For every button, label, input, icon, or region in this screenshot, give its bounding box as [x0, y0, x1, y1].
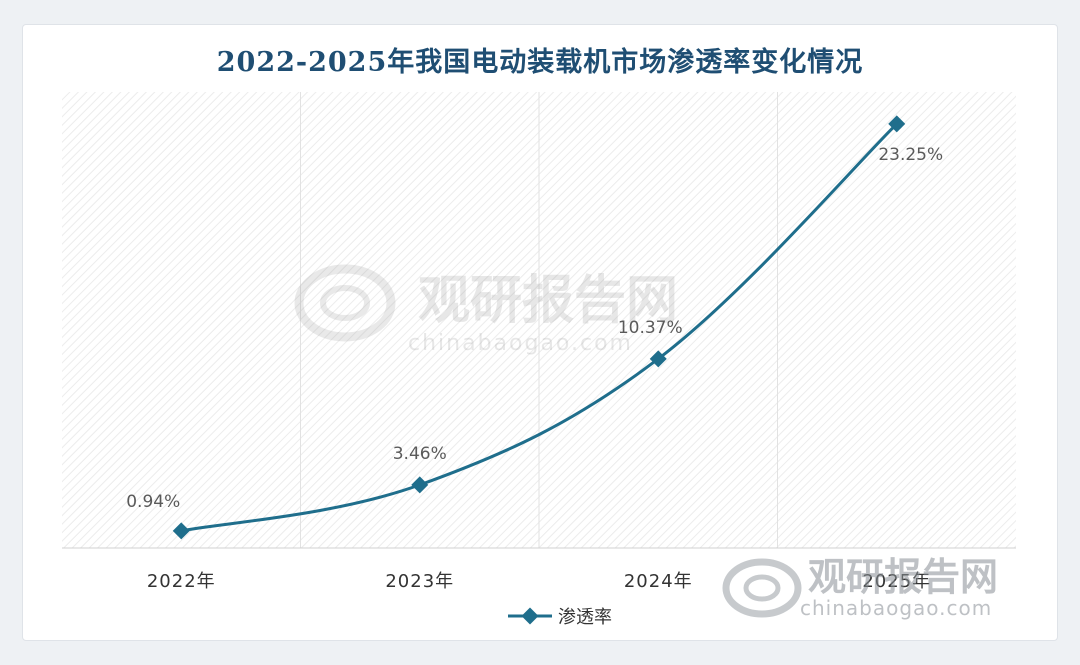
data-point-marker — [172, 522, 190, 540]
corner-watermark-brand: 观研报告网 — [808, 555, 998, 599]
data-label: 10.37% — [618, 318, 683, 338]
legend-swatch-marker — [521, 607, 539, 625]
x-tick-label: 2024年 — [624, 571, 693, 592]
chart-title: 2022-2025年我国电动装载机市场渗透率变化情况 — [216, 47, 864, 78]
data-point-marker — [888, 115, 906, 133]
grid-lines — [300, 92, 778, 548]
data-point-marker — [649, 350, 667, 368]
x-tick-label: 2023年 — [385, 571, 454, 592]
x-tick-label: 2022年 — [147, 571, 216, 592]
series-line — [180, 122, 898, 533]
corner-watermark: 观研报告网 chinabaogao.com — [722, 555, 998, 620]
corner-watermark-logo-icon — [722, 558, 802, 618]
center-watermark: 观研报告网 chinabaogao.com — [294, 264, 678, 356]
data-point-marker — [411, 476, 429, 494]
data-label: 0.94% — [126, 492, 180, 512]
watermark-brand: 观研报告网 — [418, 271, 678, 331]
legend: 渗透率 — [508, 607, 612, 628]
watermark-logo-icon — [294, 264, 396, 342]
data-label: 23.25% — [878, 145, 943, 165]
data-label: 3.46% — [393, 444, 447, 464]
watermark-site: chinabaogao.com — [408, 331, 633, 356]
x-tick-label: 2025年 — [862, 571, 931, 592]
corner-watermark-site: chinabaogao.com — [800, 596, 992, 620]
legend-label: 渗透率 — [558, 607, 612, 628]
